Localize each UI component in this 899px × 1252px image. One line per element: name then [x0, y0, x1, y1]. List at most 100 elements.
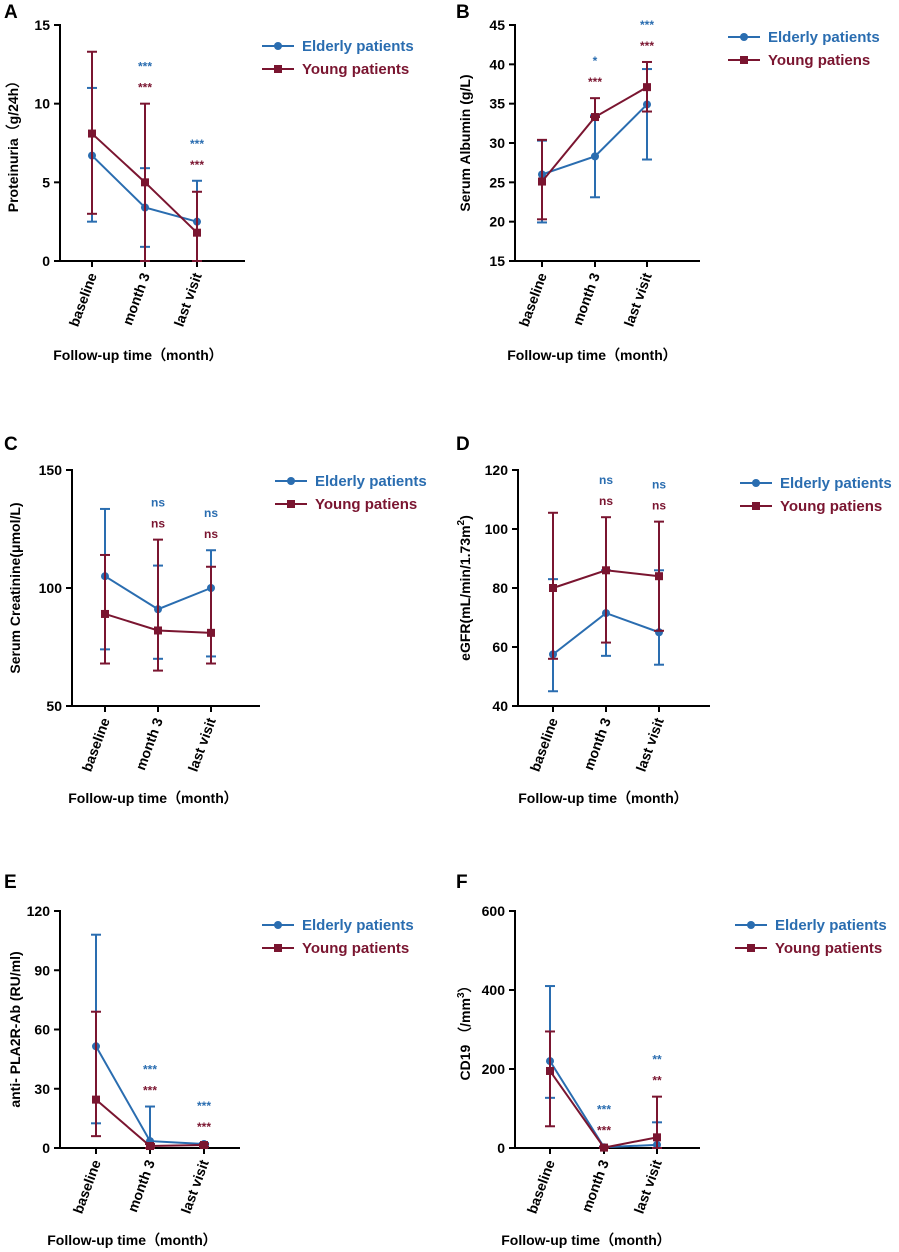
y-tick-label: 15: [34, 17, 50, 33]
data-point: [549, 584, 557, 592]
legend-marker: [747, 921, 755, 929]
significance-label: ns: [204, 527, 218, 541]
y-tick-label: 0: [42, 253, 50, 269]
significance-label: ***: [138, 81, 152, 95]
y-axis-title: Serum Creatinine(μmol/L): [7, 502, 23, 673]
data-point: [154, 626, 162, 635]
legend-marker: [287, 500, 295, 508]
legend-marker: [740, 56, 748, 64]
y-tick-label: 150: [39, 462, 63, 478]
data-point: [538, 177, 546, 186]
y-tick-label: 200: [482, 1061, 506, 1077]
legend-item-elderly: Elderly patients: [735, 917, 887, 934]
x-tick-label: last visit: [178, 1157, 212, 1215]
x-axis-title: Follow-up time（month）: [507, 347, 677, 363]
data-point: [146, 1142, 154, 1151]
significance-label: ns: [652, 499, 666, 513]
series-young: *** ***: [91, 1010, 211, 1151]
series-young: *****: [545, 1030, 662, 1152]
data-point: [207, 628, 215, 637]
legend-label: Elderly patients: [775, 917, 887, 934]
y-tick-label: 35: [489, 96, 505, 112]
data-point: [643, 83, 651, 92]
significance-label: ***: [190, 158, 204, 172]
data-point: [92, 1095, 100, 1104]
legend-marker: [287, 477, 295, 485]
data-point: [88, 129, 96, 138]
x-tick-label: month 3: [569, 270, 603, 327]
x-tick-label: baseline: [527, 715, 561, 773]
y-axis-title-sup: 3: [456, 992, 467, 998]
significance-label: ***: [190, 137, 204, 151]
significance-label: ***: [197, 1099, 211, 1113]
significance-label: ***: [640, 39, 654, 53]
significance-label: ns: [204, 506, 218, 520]
series-elderly: *** ***: [91, 933, 211, 1149]
y-tick-label: 90: [34, 962, 50, 978]
data-point: [141, 178, 149, 187]
significance-label: ns: [652, 478, 666, 492]
significance-label: ns: [599, 473, 613, 487]
y-tick-label: 60: [492, 639, 508, 655]
legend-label: Young patients: [775, 940, 882, 957]
y-tick-label: 10: [34, 96, 50, 112]
series-young: ns ns: [548, 494, 666, 660]
legend-item-elderly: Elderly patients: [275, 473, 427, 490]
y-tick-label: 15: [489, 253, 505, 269]
panel-letter: C: [4, 434, 18, 455]
y-tick-label: 80: [492, 580, 508, 596]
panel-letter: F: [456, 872, 468, 893]
significance-label: ***: [640, 18, 654, 32]
legend-marker: [274, 42, 282, 50]
y-axis-title-main: CD19 （/mm: [457, 998, 473, 1080]
y-tick-label: 100: [39, 580, 63, 596]
significance-label: **: [652, 1053, 662, 1067]
legend-marker: [740, 33, 748, 41]
significance-label: ***: [138, 60, 152, 74]
data-point: [546, 1066, 554, 1075]
x-tick-label: baseline: [79, 715, 113, 773]
x-tick-label: last visit: [633, 715, 667, 773]
y-tick-label: 60: [34, 1022, 50, 1038]
legend-label: Elderly patients: [315, 473, 427, 490]
series-young: *** ***: [87, 50, 204, 262]
x-tick-label: month 3: [578, 1157, 612, 1214]
y-tick-label: 20: [489, 214, 505, 230]
y-tick-label: 600: [482, 903, 506, 919]
significance-label: ***: [588, 75, 602, 89]
y-tick-label: 0: [42, 1140, 50, 1156]
significance-label: ns: [151, 517, 165, 531]
data-point: [101, 609, 109, 618]
y-tick-label: 30: [489, 135, 505, 151]
legend-label: Elderly patients: [768, 29, 880, 46]
y-axis-title-sup: 2: [456, 519, 467, 525]
y-axis-title-end: ): [457, 515, 473, 520]
significance-label: ***: [197, 1120, 211, 1134]
series-young: *** ***: [537, 39, 654, 221]
y-tick-label: 0: [497, 1140, 505, 1156]
y-axis-title: Serum Albumin (g/L): [457, 74, 473, 211]
y-axis-title: Proteinuria（g/24h）: [5, 74, 21, 212]
data-point: [200, 1141, 208, 1150]
significance-label: *: [593, 54, 598, 68]
legend-item-elderly: Elderly patients: [262, 38, 414, 55]
x-tick-label: baseline: [66, 270, 100, 328]
panel-c: C 50 100 150 baseline month 3 last visit Follow…: [4, 434, 427, 806]
data-point: [600, 1143, 608, 1152]
x-tick-label: baseline: [524, 1157, 558, 1215]
legend-marker: [752, 502, 760, 510]
y-axis-title: anti- PLA2R-Ab (RU/ml): [7, 951, 23, 1107]
legend-item-young: Young patiens: [275, 496, 417, 513]
y-axis-title-end: ）: [457, 978, 473, 992]
significance-label: ***: [143, 1063, 157, 1077]
y-tick-label: 30: [34, 1081, 50, 1097]
x-axis-title: Follow-up time（month）: [501, 1232, 671, 1248]
legend-item-elderly: Elderly patients: [262, 917, 414, 934]
significance-label: ***: [597, 1102, 611, 1116]
legend-label: Young patients: [302, 61, 409, 78]
y-tick-label: 25: [489, 174, 505, 190]
panel-d: D 40 60 80 100 120 baseline month 3 last visit Fo…: [456, 434, 892, 806]
y-tick-label: 120: [485, 462, 509, 478]
y-axis-title-main: eGFR(mL/min/1.73m: [457, 525, 473, 660]
y-axis-title: eGFR(mL/min/1.73m2): [456, 515, 473, 661]
